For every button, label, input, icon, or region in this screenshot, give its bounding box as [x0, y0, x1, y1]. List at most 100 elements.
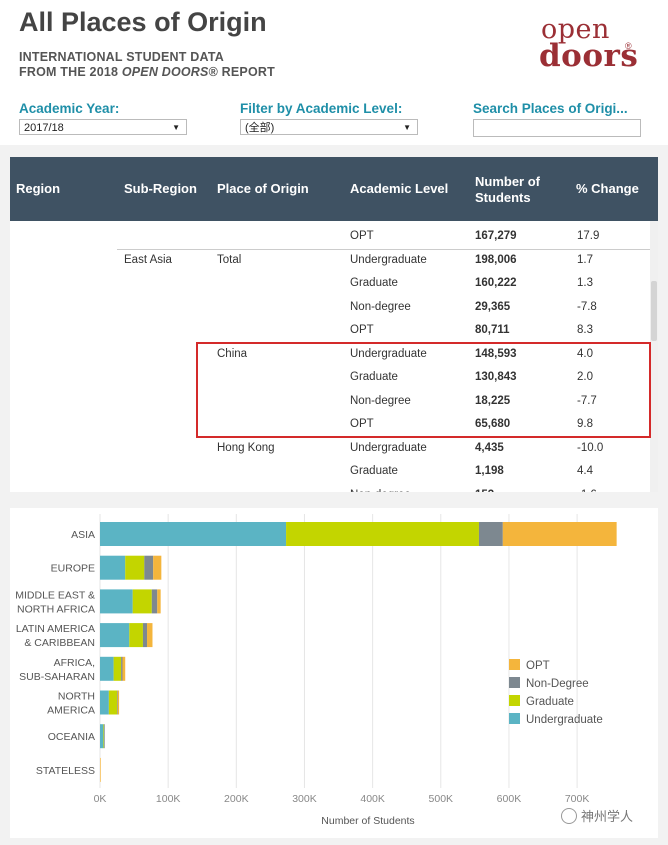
cell-place: China: [217, 347, 248, 360]
stacked-bar-chart: 0K 100K 200K 300K 400K 500K 600K 700K ASIA EUROPE…: [15, 514, 617, 827]
bar-non-degree[interactable]: [117, 690, 118, 715]
bar-opt[interactable]: [157, 589, 161, 614]
cell-students: 130,843: [475, 371, 517, 383]
cell-level: Graduate: [350, 277, 398, 289]
china-highlight-box: [196, 342, 651, 438]
table-scrollbar[interactable]: [650, 221, 658, 492]
category-label: LATIN AMERICA: [16, 623, 95, 635]
cell-students: 1,198: [475, 465, 504, 477]
cell-change: 4.4: [577, 465, 593, 477]
bar-undergraduate[interactable]: [100, 589, 133, 614]
cell-change: -10.0: [577, 441, 604, 454]
logo-word-doors: doors: [539, 38, 639, 74]
category-label: SUB-SAHARAN: [19, 671, 95, 683]
cell-level: OPT: [350, 230, 374, 242]
cell-change: 17.9: [577, 230, 600, 242]
legend-label[interactable]: Graduate: [526, 696, 574, 708]
x-tick-label: 700K: [565, 793, 590, 805]
cell-students: 148,593: [475, 347, 517, 360]
cell-level: Non-degree: [350, 300, 411, 313]
bar-non-degree[interactable]: [142, 623, 148, 648]
bar-opt[interactable]: [100, 757, 101, 782]
bar-undergraduate[interactable]: [100, 690, 109, 715]
row-separator: [117, 248, 650, 250]
legend-swatch[interactable]: [509, 659, 520, 670]
bar-graduate[interactable]: [113, 656, 122, 681]
cell-change: 4.0: [577, 347, 593, 360]
legend-swatch[interactable]: [509, 695, 520, 706]
bar-opt[interactable]: [147, 623, 153, 648]
origin-table: Region Sub-Region Place of Origin Academ…: [10, 157, 658, 492]
legend-label[interactable]: Undergraduate: [526, 714, 603, 726]
logo-word-open: open: [541, 14, 610, 45]
bar-graduate[interactable]: [132, 589, 152, 614]
x-tick-label: 100K: [156, 793, 181, 805]
category-label: ASIA: [71, 529, 95, 541]
academic-level-select[interactable]: (全部) ▼: [240, 119, 418, 135]
chevron-down-icon[interactable]: ▼: [172, 123, 180, 132]
header-sub-region[interactable]: Sub-Region: [124, 181, 197, 196]
bar-undergraduate[interactable]: [100, 522, 287, 546]
bar-opt[interactable]: [117, 690, 120, 715]
x-tick-label: 400K: [360, 793, 385, 805]
legend-label[interactable]: OPT: [526, 660, 550, 672]
category-label: STATELESS: [36, 765, 95, 777]
cell-students: 153: [475, 489, 494, 493]
academic-level-label: Filter by Academic Level:: [240, 101, 403, 116]
header-academic-level[interactable]: Academic Level: [350, 181, 449, 196]
page-title: All Places of Origin: [19, 7, 267, 37]
scrollbar-thumb[interactable]: [651, 281, 657, 341]
search-places-label: Search Places of Origi...: [473, 101, 628, 116]
x-tick-label: 300K: [292, 793, 317, 805]
subtitle-line-2: FROM THE 2018 OPEN DOORS® REPORT: [19, 65, 275, 80]
legend-swatch[interactable]: [509, 713, 520, 724]
bar-graduate[interactable]: [129, 623, 143, 648]
bar-opt[interactable]: [502, 522, 617, 546]
search-places-input[interactable]: [473, 119, 641, 137]
cell-students: 167,279: [475, 230, 517, 242]
bar-graduate[interactable]: [103, 724, 105, 749]
cell-change: 1.7: [577, 253, 593, 266]
bar-non-degree[interactable]: [144, 555, 154, 580]
cell-students: 65,680: [475, 418, 511, 430]
cell-level: Undergraduate: [350, 441, 427, 454]
legend-swatch[interactable]: [509, 677, 520, 688]
bar-opt[interactable]: [153, 555, 162, 580]
header-percent-change[interactable]: % Change: [576, 181, 639, 196]
cell-change: -7.7: [577, 394, 597, 407]
cell-students: 4,435: [475, 441, 504, 454]
open-doors-logo: open ® doors: [537, 14, 647, 78]
cell-students: 160,222: [475, 277, 517, 289]
page-subtitle: INTERNATIONAL STUDENT DATA FROM THE 2018…: [19, 50, 275, 80]
bar-non-degree[interactable]: [121, 656, 123, 681]
bar-undergraduate[interactable]: [100, 555, 126, 580]
bar-undergraduate[interactable]: [100, 724, 104, 749]
cell-subregion: East Asia: [124, 253, 172, 266]
watermark: 神州学人: [561, 806, 633, 825]
bar-non-degree[interactable]: [151, 589, 158, 614]
category-label: OCEANIA: [48, 731, 95, 743]
cell-students: 18,225: [475, 394, 511, 407]
bar-undergraduate[interactable]: [100, 656, 114, 681]
bar-non-degree[interactable]: [104, 724, 105, 749]
category-label: MIDDLE EAST &: [15, 589, 95, 601]
bar-non-degree[interactable]: [478, 522, 503, 546]
chevron-down-icon[interactable]: ▼: [403, 123, 411, 132]
cell-level: OPT: [350, 418, 374, 430]
x-axis-label: Number of Students: [321, 815, 414, 827]
cell-level: Undergraduate: [350, 253, 427, 266]
header-number-of-students[interactable]: Number of Students: [475, 174, 540, 205]
subtitle-prefix: FROM THE 2018: [19, 65, 122, 79]
bar-graduate[interactable]: [108, 690, 118, 715]
bar-graduate[interactable]: [125, 555, 145, 580]
header-place-of-origin[interactable]: Place of Origin: [217, 181, 309, 196]
bar-undergraduate[interactable]: [100, 623, 130, 648]
academic-year-select[interactable]: 2017/18 ▼: [19, 119, 187, 135]
header-region[interactable]: Region: [16, 181, 61, 196]
subtitle-emphasis: OPEN DOORS: [121, 65, 209, 79]
academic-year-label: Academic Year:: [19, 101, 120, 116]
bar-opt[interactable]: [122, 656, 126, 681]
x-tick-label: 600K: [497, 793, 522, 805]
legend-label[interactable]: Non-Degree: [526, 678, 589, 690]
bar-graduate[interactable]: [286, 522, 479, 546]
